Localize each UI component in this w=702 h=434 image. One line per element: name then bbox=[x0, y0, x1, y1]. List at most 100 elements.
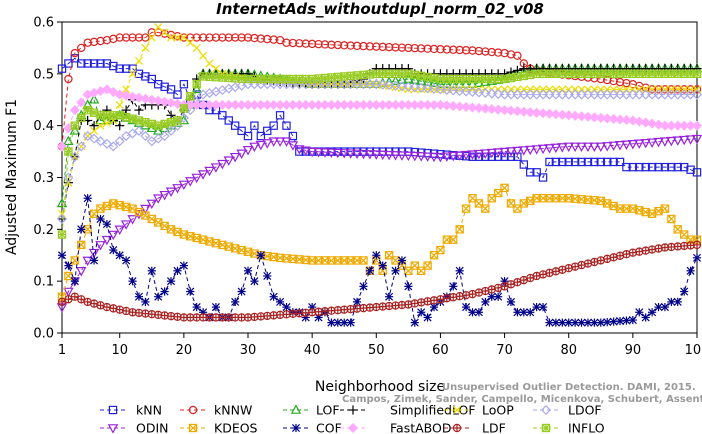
data-point-odin bbox=[460, 150, 472, 161]
data-point-knnw bbox=[256, 34, 266, 43]
data-point-knnw bbox=[372, 42, 381, 51]
data-point-odin bbox=[595, 142, 607, 153]
data-point-loop bbox=[519, 85, 528, 94]
data-point-cof bbox=[494, 292, 503, 301]
data-point-knn bbox=[64, 59, 73, 68]
data-point-knn bbox=[237, 126, 246, 136]
data-point-knnw bbox=[134, 33, 144, 42]
data-point-ldof bbox=[63, 172, 74, 183]
data-point-cof bbox=[365, 266, 374, 275]
data-point-odin bbox=[191, 173, 202, 184]
data-point-knn bbox=[519, 160, 529, 169]
data-point-cof bbox=[89, 256, 99, 265]
legend-label-ldf: LDF bbox=[482, 421, 506, 434]
data-point-inflo bbox=[186, 92, 195, 101]
data-point-knnw bbox=[102, 35, 112, 45]
data-point-odin bbox=[614, 141, 626, 151]
data-point-ldof bbox=[165, 125, 177, 136]
legend-label-cof: COF bbox=[316, 421, 342, 434]
data-point-odin bbox=[525, 145, 536, 156]
data-point-knnw bbox=[449, 45, 458, 54]
x-tick-label: 10 bbox=[111, 343, 128, 358]
data-point-cof bbox=[628, 315, 637, 325]
data-point-lof bbox=[88, 94, 100, 104]
data-point-fastabod bbox=[480, 103, 491, 114]
data-point-odin bbox=[294, 145, 305, 155]
data-point-knnw bbox=[250, 33, 259, 43]
data-point-kdeos bbox=[660, 204, 670, 213]
data-point-odin bbox=[249, 142, 260, 153]
data-point-ldf bbox=[109, 304, 118, 313]
legend-label-odin: ODIN bbox=[136, 421, 169, 434]
x-tick-label: 50 bbox=[368, 343, 385, 358]
data-point-inflo bbox=[77, 113, 86, 123]
data-point-fastabod bbox=[538, 108, 549, 119]
data-point-odin bbox=[95, 241, 106, 251]
data-point-odin bbox=[454, 151, 465, 161]
legend-item-kdeos: KDEOS bbox=[180, 421, 258, 434]
data-point-ldf bbox=[121, 306, 131, 316]
data-point-odin bbox=[441, 152, 453, 162]
data-point-odin bbox=[159, 190, 170, 201]
legend-item-ldf: LDF bbox=[444, 421, 506, 434]
data-point-cof bbox=[160, 287, 169, 296]
data-point-fastabod bbox=[159, 96, 170, 107]
data-point-knn bbox=[288, 131, 298, 141]
data-point-fastabod bbox=[108, 86, 119, 98]
data-point-knnw bbox=[327, 40, 336, 49]
data-point-odin bbox=[229, 152, 241, 163]
data-point-odin bbox=[666, 136, 677, 147]
data-point-odin bbox=[589, 142, 600, 153]
data-point-cof bbox=[346, 318, 355, 327]
data-point-knn bbox=[57, 64, 67, 73]
data-point-knnw bbox=[340, 41, 349, 50]
data-point-ldof bbox=[396, 81, 407, 92]
data-point-knn bbox=[134, 69, 144, 79]
data-point-cof bbox=[673, 297, 682, 306]
y-tick-label: 0.0 bbox=[33, 327, 54, 342]
data-point-kdeos bbox=[667, 214, 676, 224]
data-point-knn bbox=[83, 59, 92, 68]
data-point-loop bbox=[90, 126, 99, 135]
data-point-knnw bbox=[461, 46, 471, 55]
legend-marker-odin bbox=[107, 424, 119, 434]
data-point-simplifiedlof bbox=[89, 121, 99, 131]
data-point-loop bbox=[526, 85, 535, 94]
data-point-ldof bbox=[441, 84, 452, 95]
data-point-cof bbox=[474, 308, 484, 317]
legend-item-ldof: LDOF bbox=[533, 403, 602, 418]
data-point-odin bbox=[601, 142, 613, 152]
data-point-simplifiedlof bbox=[115, 121, 125, 131]
data-point-lof bbox=[69, 125, 81, 135]
data-point-odin bbox=[165, 187, 177, 197]
data-point-odin bbox=[268, 137, 279, 147]
data-point-loop bbox=[199, 51, 208, 60]
data-point-odin bbox=[448, 151, 459, 162]
data-point-knnw bbox=[416, 44, 426, 53]
data-point-fastabod bbox=[133, 92, 145, 103]
data-point-ldof bbox=[371, 79, 382, 90]
data-point-odin bbox=[563, 142, 574, 153]
data-point-ldof bbox=[76, 141, 87, 152]
data-point-knnw bbox=[410, 43, 419, 53]
data-point-ldof bbox=[454, 85, 465, 96]
data-point-ldof bbox=[416, 82, 427, 93]
data-point-knn bbox=[583, 157, 593, 167]
data-point-knn bbox=[500, 152, 509, 161]
data-point-knn bbox=[89, 59, 99, 68]
data-point-fastabod bbox=[505, 105, 517, 116]
data-point-ldof bbox=[114, 136, 125, 147]
data-point-knn bbox=[179, 79, 189, 89]
legend-label-inflo: INFLO bbox=[568, 421, 605, 434]
data-point-knn bbox=[679, 162, 689, 172]
data-point-knn bbox=[173, 90, 182, 99]
data-point-ldof bbox=[493, 88, 504, 100]
data-point-knnw bbox=[455, 45, 464, 55]
data-point-fastabod bbox=[621, 114, 632, 126]
data-point-odin bbox=[492, 148, 504, 158]
data-point-fastabod bbox=[467, 102, 478, 113]
data-point-loop bbox=[192, 43, 201, 52]
data-point-knn bbox=[468, 152, 477, 161]
data-point-odin bbox=[480, 149, 491, 159]
series-odin bbox=[56, 134, 702, 313]
